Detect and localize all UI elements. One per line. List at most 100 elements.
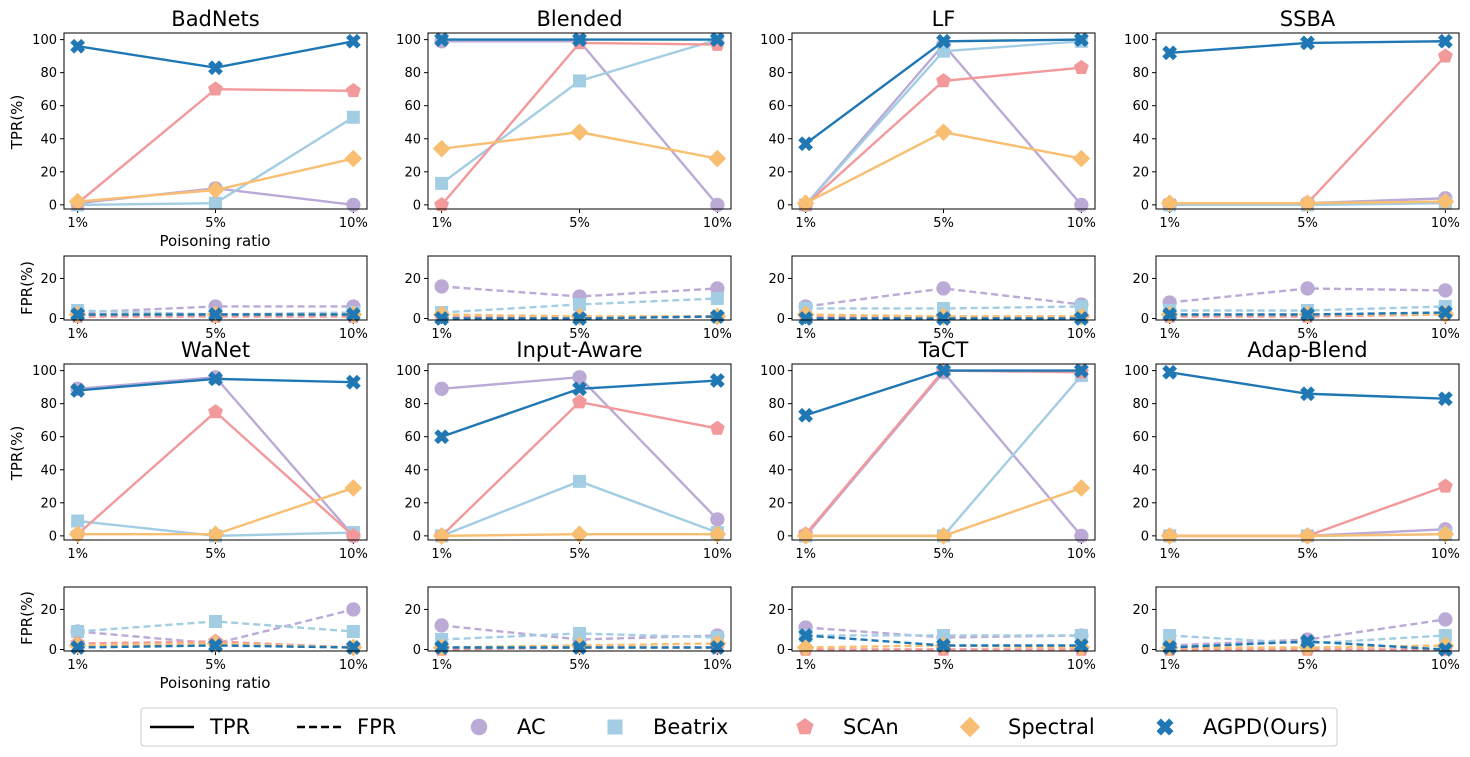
axes-frame bbox=[427, 363, 732, 541]
data-point bbox=[1437, 478, 1453, 493]
series-beatrix-tpr bbox=[435, 33, 724, 190]
ytick-label: 100 bbox=[32, 33, 57, 48]
ytick-label: 20 bbox=[1132, 496, 1149, 511]
data-point bbox=[70, 38, 86, 54]
ytick-label: 40 bbox=[40, 463, 57, 478]
ytick-label: 80 bbox=[404, 66, 421, 81]
axis-labels: TPR(%) FPR(%) TPR(%) FPR(%) Poisoning ra… bbox=[8, 95, 270, 692]
data-point bbox=[796, 527, 815, 545]
data-point bbox=[434, 618, 449, 633]
ytick-label: 40 bbox=[404, 132, 421, 147]
series-scan-tpr bbox=[70, 404, 361, 543]
data-point bbox=[572, 311, 587, 326]
ytick-label: 0 bbox=[413, 312, 421, 327]
series-line bbox=[804, 40, 1082, 206]
xlabel-bottom: Poisoning ratio bbox=[160, 674, 271, 692]
data-point bbox=[1437, 33, 1453, 49]
xtick-label: 10% bbox=[339, 658, 368, 673]
ytick-label: 40 bbox=[768, 463, 785, 478]
ytick-label: 40 bbox=[1132, 463, 1149, 478]
series-line bbox=[77, 40, 354, 69]
xtick-label: 1% bbox=[795, 216, 816, 231]
fpr-axes: 0 20 1% 5% 10% bbox=[404, 255, 732, 342]
panel-tact: TaCT 0 20 40 60 80 100 1% 5% 10% 0 20 1% 5% 10% bbox=[760, 338, 1096, 673]
legend-item-agpd-ours: AGPD(Ours) bbox=[1156, 715, 1328, 739]
data-point bbox=[208, 81, 223, 96]
series-scan-tpr bbox=[1162, 48, 1453, 210]
data-point bbox=[573, 626, 586, 640]
ytick-label: 0 bbox=[413, 529, 421, 544]
data-point bbox=[344, 149, 363, 168]
ytick-label: 20 bbox=[768, 272, 785, 287]
data-point bbox=[208, 60, 223, 76]
ytick-label: 80 bbox=[768, 66, 785, 81]
ytick-label: 80 bbox=[768, 397, 785, 412]
ytick-label: 60 bbox=[768, 99, 785, 114]
series-agpd-ours-fpr bbox=[798, 311, 1089, 326]
xtick-label: 1% bbox=[795, 327, 816, 342]
xtick-label: 1% bbox=[795, 658, 816, 673]
xtick-label: 5% bbox=[1297, 216, 1318, 231]
data-point bbox=[209, 614, 222, 628]
legend-swatch bbox=[607, 719, 623, 735]
data-point bbox=[934, 527, 953, 545]
ytick-label: 0 bbox=[413, 643, 421, 658]
panel-title: Input-Aware bbox=[516, 338, 642, 362]
ytick-label: 100 bbox=[1124, 364, 1149, 379]
legend-swatch bbox=[959, 716, 981, 738]
data-point bbox=[345, 83, 361, 98]
data-point bbox=[1300, 35, 1315, 51]
ytick-label: 0 bbox=[49, 529, 57, 544]
axes-frame bbox=[427, 586, 732, 652]
data-point bbox=[345, 374, 361, 390]
panel-title: LF bbox=[932, 7, 956, 31]
data-point bbox=[1438, 283, 1453, 298]
data-point bbox=[1074, 528, 1089, 544]
data-point bbox=[208, 307, 223, 322]
ytick-label: 0 bbox=[1141, 312, 1149, 327]
data-point bbox=[1300, 281, 1315, 296]
legend-item-tpr: TPR bbox=[150, 715, 250, 739]
xtick-label: 5% bbox=[205, 216, 226, 231]
data-point bbox=[798, 407, 814, 423]
xtick-label: 5% bbox=[205, 547, 226, 562]
panel-input-aware: Input-Aware 0 20 40 60 80 100 1% 5% 10% 0 20 1% 5% 10% bbox=[396, 338, 732, 673]
xtick-label: 5% bbox=[569, 216, 590, 231]
fpr-axes: 0 20 1% 5% 10% bbox=[1132, 586, 1460, 673]
data-point bbox=[68, 192, 87, 211]
data-point bbox=[710, 512, 725, 527]
legend-swatch bbox=[796, 718, 814, 735]
axes-frame bbox=[1155, 363, 1460, 541]
axes-frame bbox=[427, 255, 732, 321]
series-beatrix-fpr bbox=[71, 614, 360, 638]
ytick-label: 100 bbox=[396, 33, 421, 48]
xtick-label: 1% bbox=[795, 547, 816, 562]
legend-label: AGPD(Ours) bbox=[1203, 715, 1328, 739]
data-point bbox=[936, 363, 951, 379]
xtick-label: 10% bbox=[339, 547, 368, 562]
axes-frame bbox=[63, 586, 368, 652]
legend-item-scan: SCAn bbox=[796, 715, 899, 739]
ytick-label: 20 bbox=[40, 272, 57, 287]
xtick-label: 10% bbox=[703, 216, 732, 231]
tpr-axes: 0 20 40 60 80 100 1% 5% 10% bbox=[32, 32, 368, 231]
panel-adap-blend: Adap-Blend 0 20 40 60 80 100 1% 5% 10% 0 20 1% 5% 10% bbox=[1124, 338, 1460, 673]
xtick-label: 5% bbox=[933, 216, 954, 231]
ytick-label: 0 bbox=[49, 198, 57, 213]
xtick-label: 5% bbox=[933, 547, 954, 562]
fpr-axes: 0 20 1% 5% 10% bbox=[40, 586, 368, 673]
data-point bbox=[1300, 386, 1315, 402]
ytick-label: 0 bbox=[777, 198, 785, 213]
panel-title: TaCT bbox=[918, 338, 969, 362]
axes-frame bbox=[791, 255, 1096, 321]
data-point bbox=[1300, 634, 1315, 649]
xtick-label: 1% bbox=[1159, 327, 1180, 342]
ytick-label: 20 bbox=[40, 603, 57, 618]
data-point bbox=[71, 514, 85, 528]
xtick-label: 5% bbox=[933, 658, 954, 673]
data-point bbox=[345, 307, 361, 322]
ytick-label: 100 bbox=[32, 364, 57, 379]
legend-item-ac: AC bbox=[470, 715, 546, 739]
data-point bbox=[709, 373, 725, 388]
